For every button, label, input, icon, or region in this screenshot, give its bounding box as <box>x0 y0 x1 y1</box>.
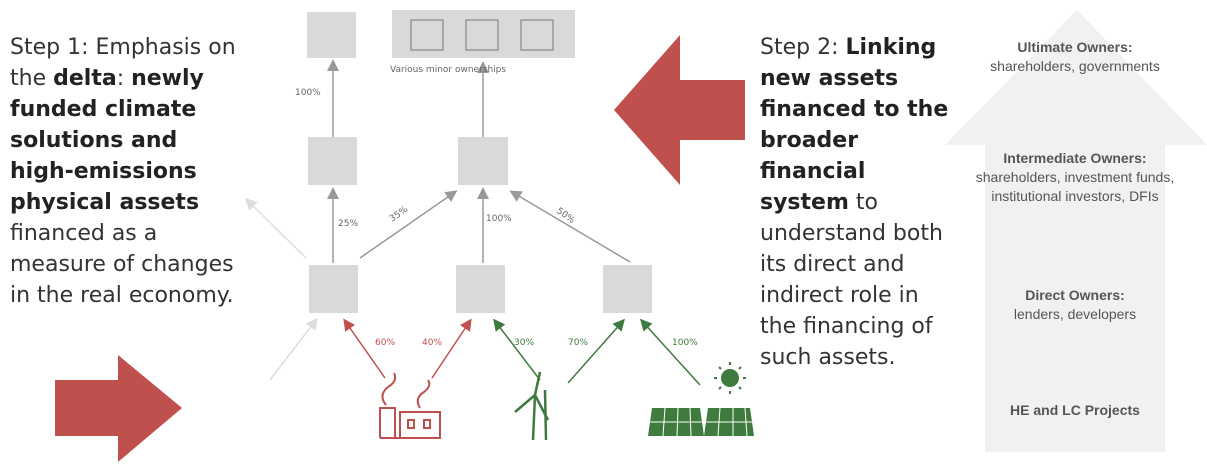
link-label: 100% <box>486 214 512 224</box>
link-label: 30% <box>514 338 534 348</box>
text: newly funded climate solutions and high-… <box>10 66 204 215</box>
link-label: 25% <box>338 219 358 229</box>
text: Step 2: <box>760 35 846 60</box>
level-detail: lenders, developers <box>1013 306 1137 322</box>
boxes <box>307 10 652 313</box>
solar-icon <box>648 362 754 437</box>
factory-icon <box>379 372 441 439</box>
level-detail: shareholders, investment funds, institut… <box>975 169 1175 204</box>
minor-boxes <box>410 19 554 51</box>
text: Step 1: Emphasis on the <box>10 35 236 91</box>
level-title: Direct Owners: <box>1025 287 1125 303</box>
link-label: 60% <box>375 338 395 348</box>
text: Linking new assets financed to the broad… <box>760 35 949 215</box>
link-label: 70% <box>568 338 588 348</box>
level: Direct Owners: lenders, developers <box>955 286 1195 324</box>
level: HE and LC Projects <box>955 401 1195 420</box>
link-label: 40% <box>422 338 442 348</box>
minor-label: Various minor ownerships <box>390 65 506 75</box>
step1-text: Step 1: Emphasis on the delta: newly fun… <box>10 32 248 311</box>
red-arrow <box>614 35 745 185</box>
level: Ultimate Owners: shareholders, government… <box>955 38 1195 76</box>
text: : <box>116 66 132 91</box>
text: to understand both its direct and indire… <box>760 190 943 370</box>
wind-icon <box>514 371 550 441</box>
links <box>244 59 701 386</box>
level-detail: shareholders, governments <box>990 58 1160 74</box>
link-label: 35% <box>388 205 410 225</box>
red-arrow <box>55 355 182 462</box>
level-title: HE and LC Projects <box>1010 402 1140 418</box>
text: delta <box>53 66 117 91</box>
link-label: 100% <box>672 338 698 348</box>
step2-text: Step 2: Linking new assets financed to t… <box>760 32 960 373</box>
link-label: 100% <box>295 88 321 98</box>
hierarchy-arrow <box>945 10 1207 452</box>
level: Intermediate Owners: shareholders, invest… <box>955 149 1195 206</box>
level-title: Ultimate Owners: <box>1017 39 1133 55</box>
level-title: Intermediate Owners: <box>1003 150 1147 166</box>
text: financed as a measure of changes in the … <box>10 221 234 308</box>
